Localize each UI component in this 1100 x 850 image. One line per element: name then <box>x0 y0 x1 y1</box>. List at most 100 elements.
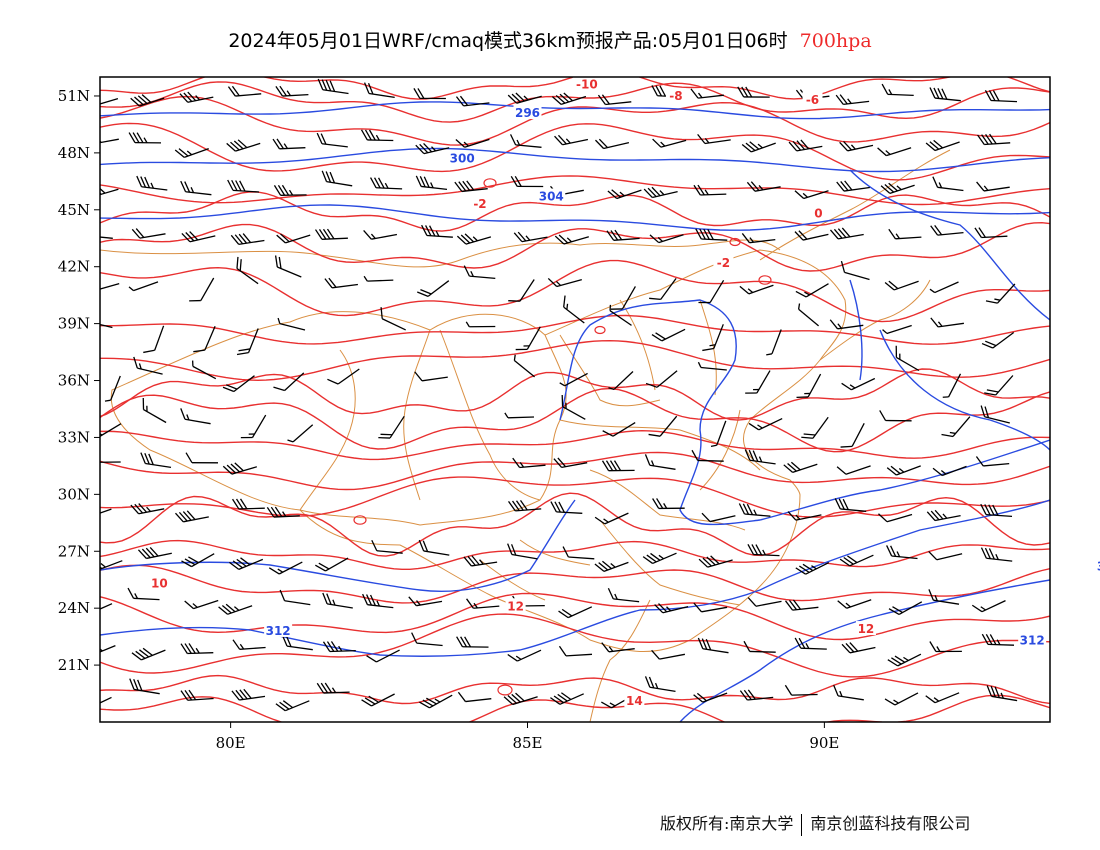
wind-barb <box>466 598 500 609</box>
wind-barb <box>559 372 588 387</box>
wind-barb <box>710 420 727 447</box>
wind-barb <box>231 498 265 510</box>
wind-barb <box>129 678 160 695</box>
wind-barb <box>232 639 266 650</box>
temperature-label: 12 <box>858 622 875 636</box>
wind-barb <box>100 97 119 107</box>
geopotential-contour <box>559 299 1050 526</box>
wind-barb <box>509 134 542 148</box>
wind-barb <box>414 371 448 382</box>
wind-barb <box>888 601 923 616</box>
temperature-contour <box>100 259 1050 323</box>
lat-label: 30N <box>58 485 90 503</box>
wind-barb <box>980 547 1013 562</box>
copyright-text: 版权所有:南京大学 <box>660 814 794 833</box>
wind-barb <box>737 86 770 98</box>
wind-barb <box>411 632 443 647</box>
wind-barb <box>413 88 446 100</box>
temperature-contour <box>100 77 1050 100</box>
geopotential-label-bg <box>537 188 566 203</box>
lat-label: 48N <box>58 144 90 162</box>
lon-label: 85E <box>512 734 542 752</box>
wind-barb <box>607 189 642 200</box>
wind-barb <box>321 170 353 187</box>
border-line <box>589 599 651 722</box>
wind-barb <box>884 692 919 706</box>
wind-barb <box>644 454 676 470</box>
wind-barb <box>360 129 394 142</box>
temperature-label-bg <box>812 205 825 220</box>
wind-barb <box>745 370 771 394</box>
wind-barb <box>510 176 544 188</box>
wind-barb <box>748 418 783 431</box>
wind-barb <box>268 561 303 575</box>
wind-barb <box>463 265 496 280</box>
footer-divider <box>801 813 803 836</box>
wind-barb <box>895 345 920 372</box>
wind-barb <box>643 186 678 199</box>
temperature-contour <box>100 476 1050 518</box>
wind-barb <box>137 546 172 560</box>
temperature-contour <box>497 684 513 696</box>
wind-barb <box>513 231 548 243</box>
wind-barb <box>142 397 167 424</box>
wind-barb <box>100 137 119 145</box>
wind-barb <box>977 133 1011 146</box>
wind-barb <box>315 557 349 572</box>
wind-barb <box>512 457 546 469</box>
wind-barb <box>744 449 776 465</box>
border-line <box>544 249 847 496</box>
temperature-contour <box>100 81 1050 123</box>
wind-barb <box>550 692 584 705</box>
wind-barb <box>971 600 1006 613</box>
lon-label: 80E <box>216 734 246 752</box>
wind-barb <box>985 283 1016 304</box>
wind-barb <box>783 461 818 474</box>
wind-barb <box>833 684 864 701</box>
wind-barb <box>131 228 166 239</box>
border-line <box>299 349 356 511</box>
wind-barb <box>794 230 829 241</box>
wind-barb <box>455 138 490 148</box>
geopotential-contour <box>100 101 1050 120</box>
wind-barb <box>925 139 960 152</box>
temperature-contour <box>100 339 1050 382</box>
wind-barb <box>100 282 120 292</box>
geopotential-contours <box>100 101 1050 722</box>
wind-barb <box>454 180 488 193</box>
wind-barb <box>275 700 310 712</box>
border-line <box>559 334 661 407</box>
wind-barb <box>741 233 776 244</box>
wind-barb <box>697 637 729 654</box>
wind-barb <box>180 180 212 196</box>
wind-barb <box>695 228 728 241</box>
temperature-contour <box>353 515 367 525</box>
title-main: 2024年05月01日WRF/cmaq模式36km预报产品:05月01日06时 <box>228 30 788 52</box>
wind-barb <box>942 373 962 398</box>
geopotential-contour <box>100 204 1050 231</box>
temperature-label: 12 <box>507 599 524 613</box>
wind-barb <box>100 423 122 438</box>
wind-barb <box>417 280 450 297</box>
lat-label: 51N <box>58 87 90 105</box>
geopotential-contour <box>100 499 576 592</box>
temperature-contour <box>100 429 1050 461</box>
wind-barb <box>274 255 302 278</box>
geopotential-label-bg <box>1095 558 1100 573</box>
lat-label: 42N <box>58 258 90 276</box>
lat-label: 45N <box>58 201 90 219</box>
wind-barb <box>887 653 922 667</box>
geopotential-contour <box>100 147 1050 173</box>
wind-barb <box>314 228 348 240</box>
wind-barb <box>601 460 635 472</box>
wind-barb <box>654 603 689 614</box>
wind-barb <box>642 552 677 565</box>
map-axes: 80E85E90E95E100E105E110E115E120E125E130E… <box>58 87 840 752</box>
wind-barb <box>980 503 1013 518</box>
geopotential-label-bg <box>264 622 293 637</box>
temperature-label-bg <box>665 87 686 102</box>
wind-barb <box>644 676 676 693</box>
wind-barb <box>651 85 684 98</box>
wind-barb <box>877 147 912 157</box>
temperature-contour <box>594 325 606 335</box>
